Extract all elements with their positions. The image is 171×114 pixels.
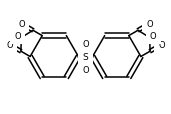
Text: O: O: [6, 41, 13, 50]
Text: O: O: [18, 20, 25, 29]
Text: O: O: [82, 65, 89, 74]
Text: O: O: [158, 41, 165, 50]
Text: O: O: [82, 40, 89, 49]
Text: O: O: [14, 32, 21, 41]
Text: O: O: [150, 32, 157, 41]
Text: O: O: [146, 20, 153, 29]
Text: S: S: [83, 53, 88, 61]
